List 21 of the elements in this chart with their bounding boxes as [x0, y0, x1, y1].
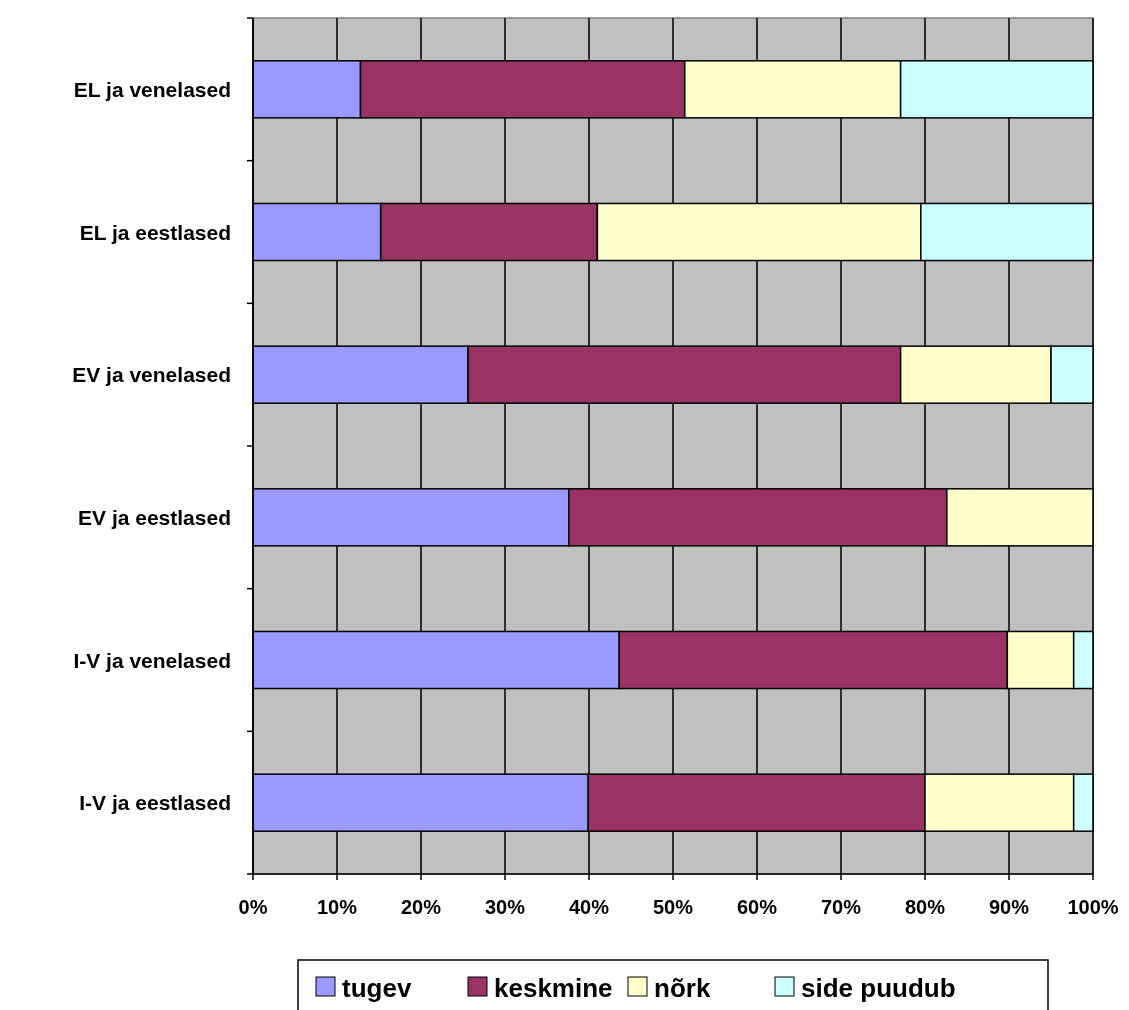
x-tick-label: 50%: [652, 896, 694, 918]
y-tick-label: I-V ja eestlased: [79, 791, 231, 815]
y-tick-label: I-V ja venelased: [73, 648, 231, 672]
x-tick-label: 90%: [988, 896, 1030, 918]
legend-label: side puudub: [801, 973, 956, 1003]
y-tick-label: EV ja venelased: [72, 363, 231, 387]
x-tick-label: 80%: [904, 896, 946, 918]
legend-label: keskmine: [494, 973, 613, 1003]
legend-label: tugev: [342, 973, 412, 1003]
x-tick-label: 60%: [736, 896, 778, 918]
x-tick-label: 100%: [1067, 896, 1119, 918]
y-tick-label: EL ja eestlased: [79, 220, 231, 244]
y-tick-label: EL ja venelased: [73, 77, 231, 101]
x-tick-label: 20%: [400, 896, 442, 918]
x-tick-label: 40%: [568, 896, 610, 918]
x-tick-label: 30%: [484, 896, 526, 918]
legend-label: nõrk: [654, 973, 711, 1003]
x-tick-label: 0%: [238, 896, 268, 918]
y-tick-label: EV ja eestlased: [78, 505, 231, 529]
x-tick-label: 10%: [316, 896, 358, 918]
x-tick-label: 70%: [820, 896, 862, 918]
